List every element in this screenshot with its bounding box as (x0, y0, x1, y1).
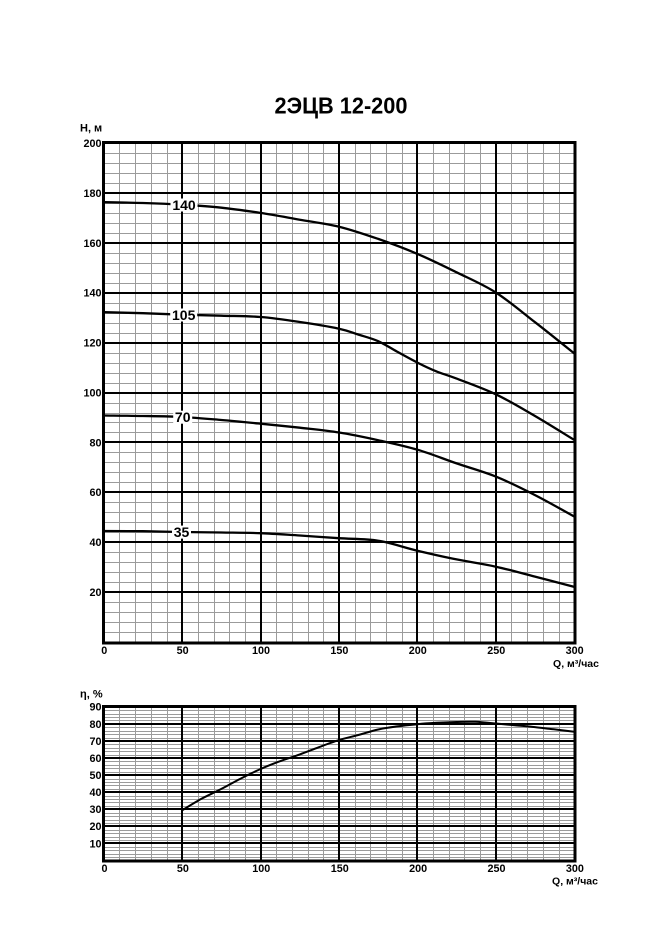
svg-text:180: 180 (83, 188, 101, 200)
svg-text:50: 50 (177, 863, 189, 875)
svg-text:100: 100 (252, 645, 270, 657)
svg-text:0: 0 (101, 645, 107, 657)
svg-text:150: 150 (331, 863, 349, 875)
svg-text:Q, м³/час: Q, м³/час (553, 658, 599, 670)
svg-text:150: 150 (330, 645, 348, 657)
svg-text:35: 35 (174, 524, 190, 540)
svg-text:40: 40 (89, 537, 101, 549)
svg-text:90: 90 (89, 702, 101, 714)
svg-text:140: 140 (83, 288, 101, 300)
svg-text:120: 120 (83, 338, 101, 350)
svg-text:Q, м³/час: Q, м³/час (552, 876, 598, 888)
svg-text:140: 140 (172, 197, 196, 213)
svg-text:0: 0 (101, 863, 107, 875)
svg-text:20: 20 (89, 587, 101, 599)
svg-text:Н, м: Н, м (80, 123, 102, 135)
svg-text:50: 50 (89, 770, 101, 782)
svg-text:10: 10 (89, 838, 101, 850)
svg-text:50: 50 (177, 645, 189, 657)
svg-text:20: 20 (89, 821, 101, 833)
svg-text:100: 100 (252, 863, 270, 875)
svg-text:250: 250 (487, 863, 505, 875)
svg-text:30: 30 (89, 804, 101, 816)
svg-text:70: 70 (175, 409, 191, 425)
svg-text:300: 300 (566, 645, 584, 657)
svg-text:250: 250 (487, 645, 505, 657)
svg-text:200: 200 (409, 863, 427, 875)
svg-text:60: 60 (89, 487, 101, 499)
svg-text:80: 80 (89, 437, 101, 449)
svg-text:200: 200 (409, 645, 427, 657)
svg-text:80: 80 (89, 719, 101, 731)
svg-text:2ЭЦВ 12-200: 2ЭЦВ 12-200 (275, 93, 408, 119)
svg-text:100: 100 (83, 387, 101, 399)
svg-text:40: 40 (89, 787, 101, 799)
svg-text:η, %: η, % (80, 689, 103, 701)
svg-text:300: 300 (566, 863, 584, 875)
svg-text:160: 160 (83, 238, 101, 250)
svg-text:60: 60 (89, 753, 101, 765)
svg-text:105: 105 (172, 307, 196, 323)
svg-text:70: 70 (89, 736, 101, 748)
svg-text:200: 200 (83, 138, 101, 150)
